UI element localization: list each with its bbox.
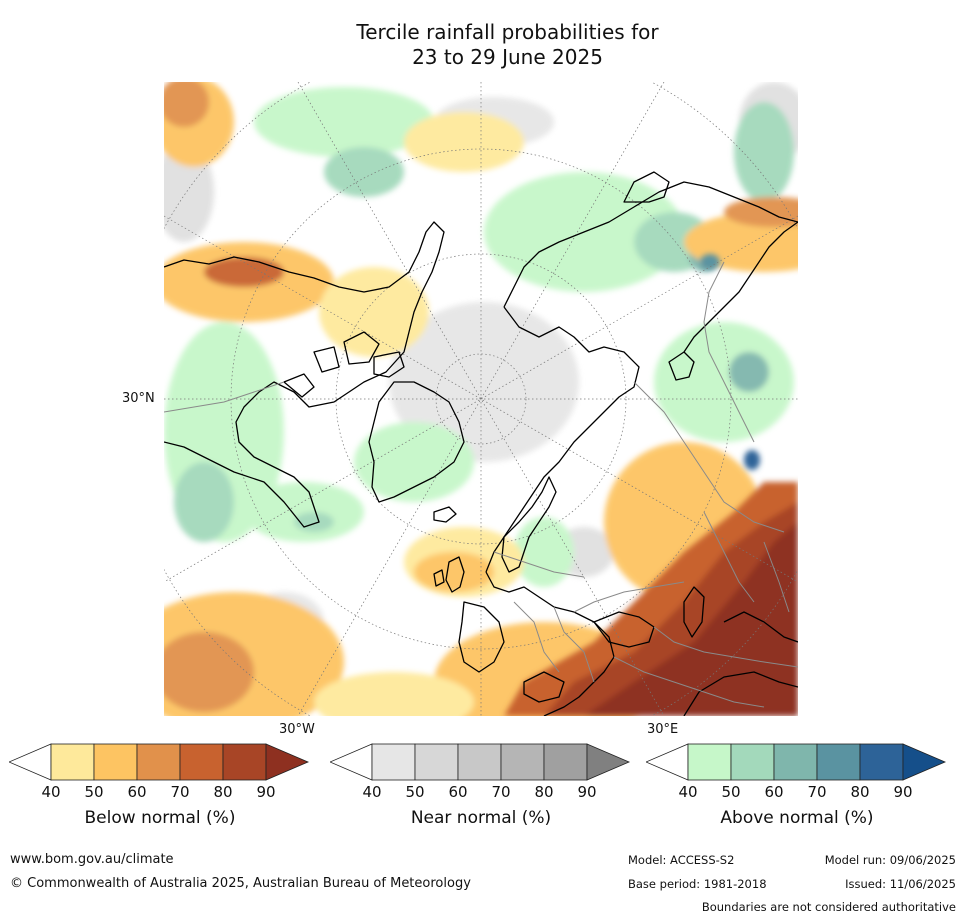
graticule	[164, 82, 798, 716]
colorbar-near-normal	[330, 743, 631, 781]
colorbar-segment	[859, 743, 904, 781]
colorbar-segment	[371, 743, 416, 781]
colorbar-tick-label: 70	[170, 783, 190, 801]
website-link[interactable]: www.bom.gov.au/climate	[10, 852, 174, 867]
colorbar-segment	[179, 743, 224, 781]
probability-field	[164, 82, 798, 716]
colorbar-tick-label: 50	[721, 783, 741, 801]
colorbar-segment	[93, 743, 138, 781]
colorbar-min-extension	[9, 743, 52, 781]
latitude-label-30n: 30°N	[122, 391, 155, 406]
colorbar-tick-label: 80	[850, 783, 870, 801]
colorbar-tick-label: 70	[491, 783, 511, 801]
model-run-date: Model run: 09/06/2025	[824, 853, 956, 867]
colorbar-segment	[816, 743, 861, 781]
colorbar-tick-label: 40	[41, 783, 61, 801]
boundaries-disclaimer: Boundaries are not considered authoritat…	[701, 900, 956, 914]
title-line-2: 23 to 29 June 2025	[412, 45, 603, 69]
colorbar-segment	[543, 743, 588, 781]
colorbar-tick-label: 60	[764, 783, 784, 801]
base-period: Base period: 1981-2018	[628, 877, 767, 891]
colorbar-min-extension	[330, 743, 373, 781]
colorbar-tick-label: 90	[577, 783, 597, 801]
colorbar-tick-label: 50	[84, 783, 104, 801]
polar-rainfall-map	[164, 82, 798, 716]
colorbar-tick-label: 70	[807, 783, 827, 801]
colorbar-above-normal	[646, 743, 947, 781]
colorbar-tick-label: 60	[127, 783, 147, 801]
chart-title: Tercile rainfall probabilities for 23 to…	[0, 20, 965, 70]
colorbar-title-above-normal: Above normal (%)	[720, 808, 874, 828]
colorbar-max-extension	[586, 743, 631, 781]
blue-spot	[700, 254, 760, 470]
colorbar-segment	[50, 743, 95, 781]
issued-date: Issued: 11/06/2025	[845, 877, 956, 891]
colorbar-tick-label: 80	[534, 783, 554, 801]
colorbar-min-extension	[646, 743, 689, 781]
colorbar-tick-label: 90	[893, 783, 913, 801]
model-name: Model: ACCESS-S2	[628, 853, 735, 867]
colorbar-tick-label: 60	[448, 783, 468, 801]
colorbar-max-extension	[265, 743, 310, 781]
colorbar-segment	[136, 743, 181, 781]
colorbar-title-below-normal: Below normal (%)	[84, 808, 236, 828]
longitude-label-30e: 30°E	[647, 722, 679, 737]
title-line-1: Tercile rainfall probabilities for	[356, 20, 659, 44]
longitude-label-30w: 30°W	[279, 722, 315, 737]
colorbar-max-extension	[902, 743, 947, 781]
colorbar-segment	[687, 743, 732, 781]
colorbar-tick-label: 90	[256, 783, 276, 801]
strong-below-normal-region	[504, 482, 798, 716]
colorbar-segment	[222, 743, 267, 781]
colorbar-tick-label: 40	[678, 783, 698, 801]
colorbar-tick-label: 40	[362, 783, 382, 801]
coastlines	[164, 171, 798, 716]
colorbar-segment	[414, 743, 459, 781]
colorbar-tick-label: 80	[213, 783, 233, 801]
colorbar-segment	[457, 743, 502, 781]
colorbar-segment	[773, 743, 818, 781]
colorbar-tick-label: 50	[405, 783, 425, 801]
colorbar-segment	[730, 743, 775, 781]
colorbar-title-near-normal: Near normal (%)	[410, 808, 552, 828]
colorbar-segment	[500, 743, 545, 781]
colorbar-below-normal	[9, 743, 310, 781]
country-borders	[164, 261, 798, 708]
copyright-text: © Commonwealth of Australia 2025, Austra…	[10, 876, 471, 891]
